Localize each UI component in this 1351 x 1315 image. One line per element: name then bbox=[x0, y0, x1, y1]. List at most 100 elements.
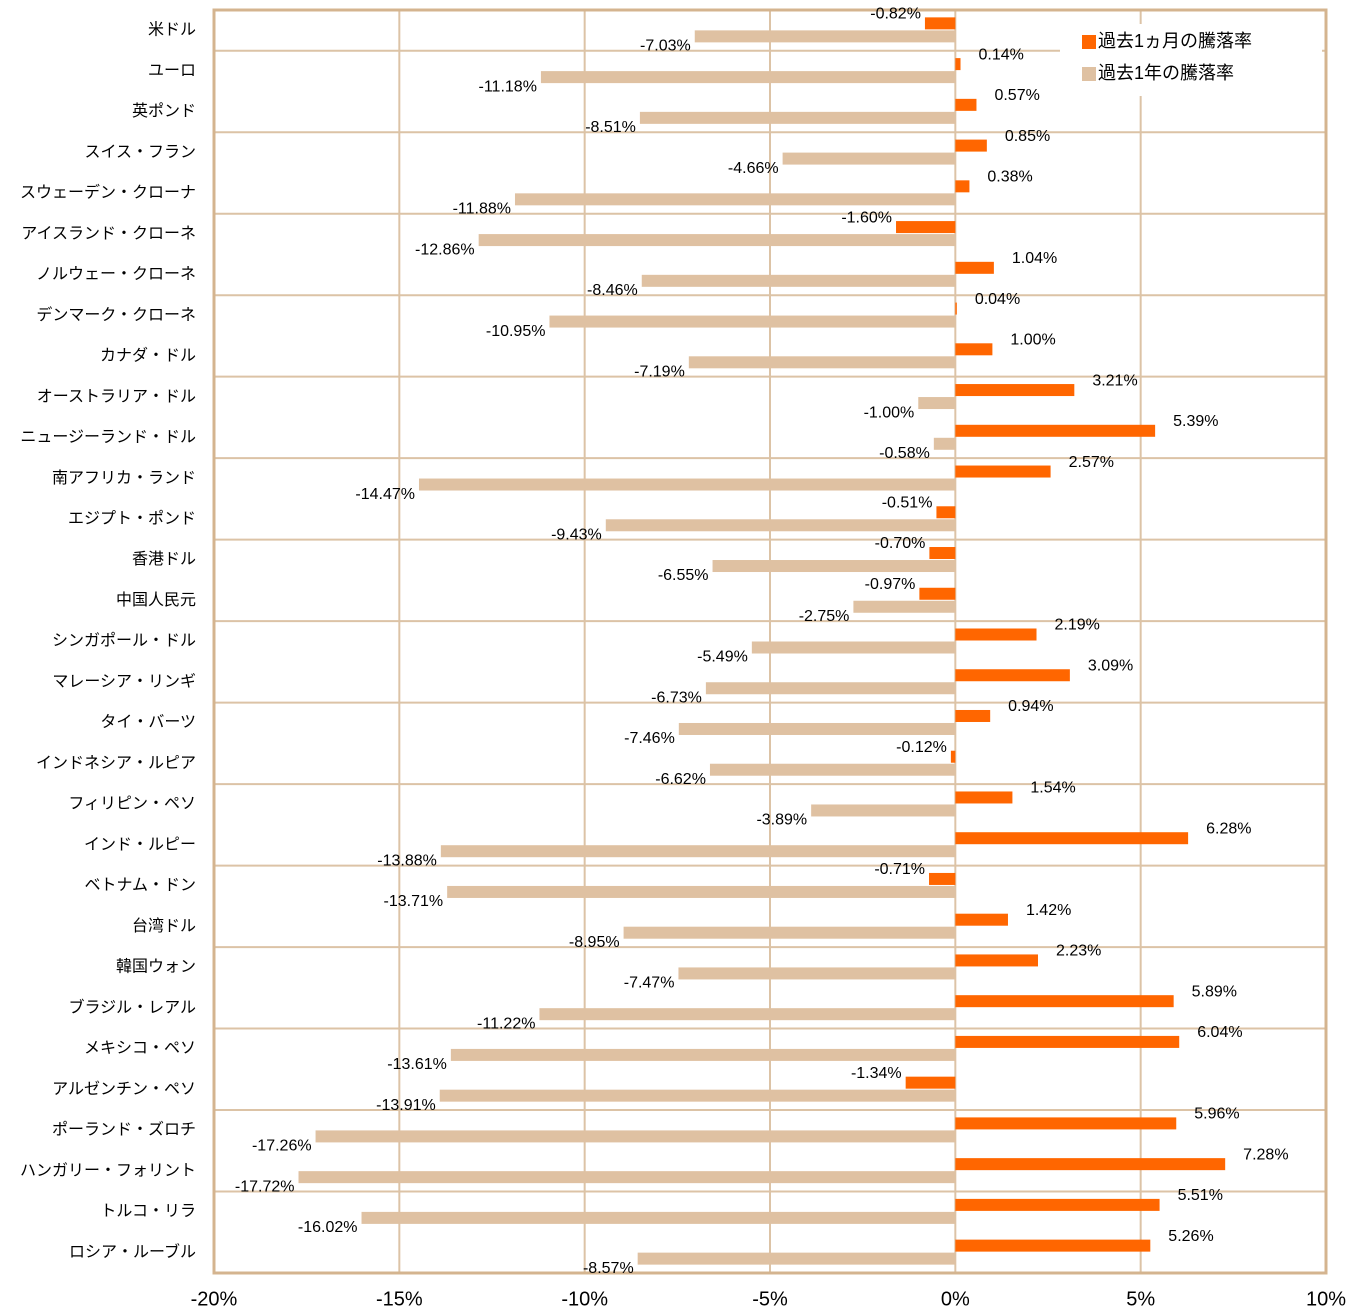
data-label: 2.19% bbox=[1055, 617, 1100, 634]
y-tick-label: アルゼンチン・ペソ bbox=[52, 1080, 196, 1098]
y-tick-label: 南アフリカ・ランド bbox=[52, 469, 196, 487]
bar bbox=[924, 17, 956, 30]
bar bbox=[478, 234, 956, 247]
data-label: -8.51% bbox=[585, 119, 636, 136]
data-label: -12.86% bbox=[415, 241, 475, 258]
data-label: -10.95% bbox=[486, 323, 546, 340]
data-label: -7.47% bbox=[624, 975, 675, 992]
bar bbox=[955, 1198, 1160, 1211]
bar bbox=[955, 832, 1189, 845]
bar bbox=[955, 98, 977, 111]
data-label: -7.03% bbox=[640, 38, 691, 55]
bar bbox=[751, 641, 956, 654]
bar bbox=[929, 547, 956, 560]
x-tick-label: 0% bbox=[941, 1288, 970, 1310]
data-label: -2.75% bbox=[799, 608, 850, 625]
data-label: 2.23% bbox=[1056, 943, 1101, 960]
data-label: -8.57% bbox=[583, 1260, 634, 1277]
bar bbox=[641, 274, 956, 287]
data-label: -13.71% bbox=[384, 893, 444, 910]
y-tick-label: エジプト・ポンド bbox=[68, 509, 196, 527]
data-label: 0.57% bbox=[994, 87, 1039, 104]
bar bbox=[955, 139, 987, 152]
bar bbox=[678, 722, 956, 735]
data-label: -0.82% bbox=[870, 6, 921, 23]
bar bbox=[637, 1252, 956, 1265]
bar bbox=[549, 315, 956, 328]
bar bbox=[298, 1171, 956, 1184]
data-label: -13.91% bbox=[376, 1097, 436, 1114]
y-tick-label: インドネシア・ルピア bbox=[36, 754, 196, 772]
bar bbox=[514, 193, 956, 206]
bar bbox=[361, 1211, 956, 1224]
data-label: 6.04% bbox=[1197, 1024, 1242, 1041]
data-label: 5.89% bbox=[1192, 983, 1237, 1000]
bar bbox=[955, 628, 1037, 641]
data-label: -0.71% bbox=[874, 861, 925, 878]
y-tick-label: ロシア・ルーブル bbox=[69, 1242, 196, 1261]
plot-border bbox=[212, 8, 1328, 1275]
bar bbox=[918, 397, 956, 410]
data-label: 1.42% bbox=[1026, 902, 1071, 919]
legend-label: 過去1年の騰落率 bbox=[1098, 63, 1234, 83]
bar bbox=[782, 152, 956, 165]
data-label: 5.96% bbox=[1194, 1106, 1239, 1123]
data-label: -16.02% bbox=[298, 1219, 358, 1236]
legend-swatch bbox=[1082, 67, 1096, 81]
data-label: -11.18% bbox=[479, 78, 537, 95]
data-label: 0.38% bbox=[987, 169, 1032, 186]
bar bbox=[955, 709, 991, 722]
bar bbox=[955, 261, 994, 274]
data-label: -5.49% bbox=[697, 649, 748, 666]
bar bbox=[955, 1158, 1226, 1171]
y-tick-label: ベトナム・ドン bbox=[84, 877, 196, 894]
bar bbox=[919, 587, 956, 600]
data-label: -8.46% bbox=[587, 282, 638, 299]
data-label: 0.04% bbox=[975, 291, 1020, 308]
legend-swatch bbox=[1082, 35, 1096, 49]
y-tick-label: 韓国ウォン bbox=[116, 958, 196, 976]
y-tick-label: アイスランド・クローネ bbox=[21, 224, 196, 242]
data-label: 6.28% bbox=[1206, 820, 1251, 837]
bar bbox=[955, 58, 961, 71]
bar bbox=[955, 1117, 1177, 1130]
bar bbox=[896, 221, 956, 234]
bar bbox=[315, 1130, 956, 1143]
bar bbox=[709, 763, 956, 776]
data-label: -13.88% bbox=[377, 852, 437, 869]
bar bbox=[955, 465, 1051, 478]
bar bbox=[712, 560, 956, 573]
data-label: 3.21% bbox=[1092, 372, 1137, 389]
x-tick-label: -10% bbox=[561, 1288, 608, 1310]
data-label: 7.28% bbox=[1243, 1146, 1288, 1163]
data-label: -0.12% bbox=[896, 739, 947, 756]
bar bbox=[905, 1076, 956, 1089]
y-tick-label: カナダ・ドル bbox=[100, 347, 196, 365]
data-label: 0.85% bbox=[1005, 128, 1050, 145]
y-tick-label: トルコ・リラ bbox=[100, 1203, 196, 1220]
y-tick-label: フィリピン・ペソ bbox=[68, 796, 196, 813]
bar bbox=[955, 1239, 1151, 1252]
bar bbox=[955, 995, 1174, 1008]
data-label: 5.26% bbox=[1168, 1228, 1213, 1245]
data-label: -6.62% bbox=[655, 771, 706, 788]
y-tick-label: ニュージーランド・ドル bbox=[20, 429, 196, 446]
data-label: -14.47% bbox=[355, 486, 415, 503]
data-label: 0.94% bbox=[1008, 698, 1053, 715]
y-tick-label: ブラジル・レアル bbox=[68, 997, 196, 1016]
y-tick-label: インド・ルピー bbox=[84, 836, 196, 853]
bar bbox=[933, 437, 956, 450]
y-tick-label: スウェーデン・クローナ bbox=[20, 183, 196, 202]
data-label: -6.73% bbox=[651, 689, 702, 706]
bar bbox=[955, 791, 1013, 804]
data-label: -17.26% bbox=[252, 1138, 312, 1155]
x-tick-label: 10% bbox=[1306, 1288, 1346, 1310]
data-label: 2.57% bbox=[1069, 454, 1114, 471]
data-label: -8.95% bbox=[569, 934, 620, 951]
bar bbox=[955, 913, 1008, 926]
y-tick-label: メキシコ・ペソ bbox=[84, 1040, 196, 1057]
y-tick-label: ハンガリー・フォリント bbox=[20, 1161, 196, 1179]
data-label: -3.89% bbox=[756, 812, 807, 829]
y-tick-label: ノルウェー・クローネ bbox=[36, 265, 196, 283]
data-label: -1.60% bbox=[841, 209, 892, 226]
